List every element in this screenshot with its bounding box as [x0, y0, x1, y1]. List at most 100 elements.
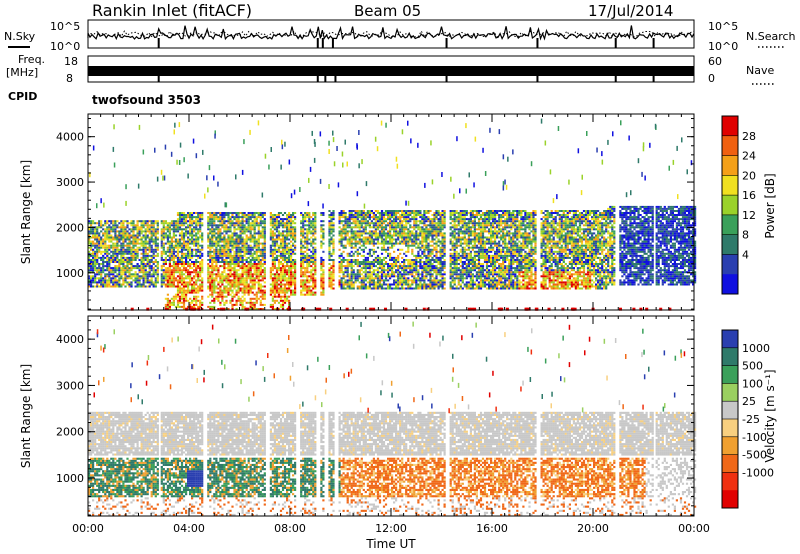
- power-cell: [100, 250, 103, 253]
- power-cell: [146, 281, 149, 284]
- power-cell: [108, 224, 111, 227]
- power-cell: [182, 295, 186, 298]
- power-cell: [197, 271, 200, 274]
- power-cell: [235, 220, 238, 223]
- power-cell: [148, 232, 151, 235]
- power-cell: [397, 269, 400, 272]
- power-cell: [382, 281, 386, 284]
- power-cell: [401, 275, 404, 278]
- power-cell: [235, 238, 238, 241]
- power-cell: [387, 214, 390, 216]
- power-cell: [300, 240, 303, 243]
- power-cell: [380, 271, 384, 274]
- power-cell: [409, 238, 412, 241]
- power-cell: [140, 242, 143, 245]
- power-cell: [253, 246, 256, 249]
- power-cell: [310, 273, 313, 276]
- power-cell: [330, 283, 333, 286]
- power-cell: [393, 242, 396, 245]
- power-cell: [255, 252, 258, 255]
- power-cell: [132, 226, 135, 229]
- power-cell: [356, 252, 359, 255]
- power-cell: [213, 256, 216, 259]
- power-cell: [421, 246, 424, 249]
- power-cell: [409, 240, 412, 243]
- power-cell: [219, 212, 222, 214]
- power-cell: [98, 285, 101, 288]
- power-cell: [308, 291, 311, 294]
- power-cell: [112, 246, 115, 249]
- power-cell: [300, 212, 303, 214]
- power-cell: [96, 240, 99, 243]
- power-cell: [374, 222, 377, 225]
- power-cell: [241, 222, 244, 225]
- power-cell: [269, 271, 272, 274]
- power-cell: [185, 252, 188, 255]
- power-cell: [154, 242, 157, 245]
- power-cell: [358, 265, 361, 268]
- power-cell: [261, 293, 264, 296]
- power-cell: [122, 224, 125, 227]
- power-cell: [213, 273, 216, 276]
- power-cell: [213, 236, 216, 239]
- power-cell: [376, 224, 380, 227]
- power-cell: [162, 222, 165, 225]
- power-cell: [360, 224, 363, 227]
- power-cell: [168, 279, 171, 282]
- power-cell: [195, 299, 198, 302]
- power-cell: [122, 246, 125, 249]
- power-cell: [245, 230, 248, 233]
- power-cell: [253, 259, 256, 261]
- power-cell: [290, 240, 293, 243]
- power-cell: [90, 228, 93, 231]
- power-cell: [387, 230, 390, 233]
- power-cell: [352, 222, 355, 225]
- power-cell: [421, 277, 424, 280]
- power-cell: [279, 281, 283, 284]
- power-cell: [235, 271, 238, 274]
- power-cell: [90, 279, 93, 282]
- power-cell: [249, 218, 252, 221]
- power-cell: [225, 238, 228, 241]
- power-cell: [189, 275, 192, 278]
- power-cell: [261, 228, 264, 231]
- power-cell: [197, 250, 200, 253]
- power-cell: [209, 277, 212, 280]
- power-cell: [358, 234, 361, 237]
- power-cell: [180, 224, 184, 227]
- power-cell: [156, 279, 159, 282]
- power-cell: [387, 263, 390, 265]
- power-cell: [241, 254, 244, 257]
- power-cell: [294, 277, 297, 280]
- power-cell: [269, 289, 272, 292]
- power-cell: [362, 218, 365, 221]
- power-cell: [120, 283, 123, 286]
- power-cell: [395, 214, 398, 216]
- power-cell: [94, 234, 97, 237]
- power-cell: [277, 301, 281, 304]
- power-cell: [166, 305, 169, 308]
- power-cell: [102, 279, 105, 282]
- power-cell: [201, 303, 204, 306]
- power-cell: [112, 242, 115, 245]
- power-cell: [197, 285, 200, 288]
- power-cell: [302, 252, 305, 255]
- power-cell: [88, 250, 91, 253]
- power-cell: [314, 212, 317, 214]
- power-cell: [354, 216, 357, 219]
- power-cell: [294, 240, 297, 243]
- power-cell: [187, 285, 190, 288]
- power-cell: [124, 220, 127, 223]
- power-cell: [146, 234, 149, 237]
- power-cell: [180, 228, 184, 231]
- power-cell: [164, 279, 167, 282]
- power-cell: [370, 261, 373, 263]
- power-cell: [263, 220, 266, 223]
- power-cell: [417, 265, 420, 268]
- power-cell: [330, 212, 333, 214]
- power-cell: [421, 244, 424, 247]
- power-cell: [356, 261, 359, 263]
- power-cell: [423, 265, 426, 268]
- power-cell: [405, 216, 408, 219]
- power-cell: [164, 252, 167, 255]
